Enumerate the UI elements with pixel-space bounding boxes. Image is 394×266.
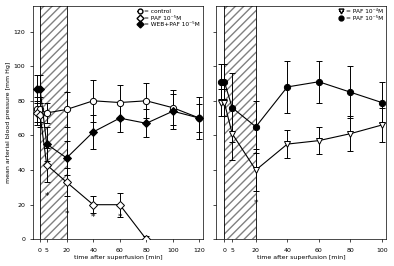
Text: *: *	[91, 213, 95, 222]
Text: *: *	[64, 210, 69, 219]
Text: *: *	[254, 199, 258, 208]
Bar	[40, 6, 67, 239]
Y-axis label: mean arterial blood pressure [mm Hg]: mean arterial blood pressure [mm Hg]	[6, 62, 11, 183]
X-axis label: time after superfusion [min]: time after superfusion [min]	[74, 255, 163, 260]
X-axis label: time after superfusion [min]: time after superfusion [min]	[257, 255, 346, 260]
Legend: = PAF 10⁻⁴M, = PAF 10⁻⁵M: = PAF 10⁻⁴M, = PAF 10⁻⁵M	[338, 9, 384, 21]
Text: *: *	[117, 213, 122, 222]
Legend: = control, = PAF 10⁻⁵M, = WEB+PAF 10⁻⁵M: = control, = PAF 10⁻⁵M, = WEB+PAF 10⁻⁵M	[137, 9, 201, 28]
Bar	[224, 6, 256, 239]
Text: *: *	[45, 192, 49, 201]
